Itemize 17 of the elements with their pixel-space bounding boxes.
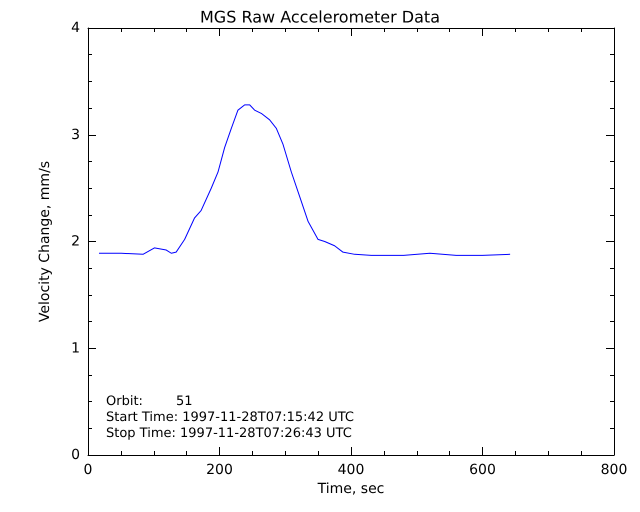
y-tick-label: 3 [71, 126, 80, 143]
x-tick-label: 0 [84, 462, 92, 478]
x-tick-label: 600 [469, 462, 496, 478]
x-tick-label: 800 [600, 462, 628, 478]
annotation: Orbit: 51 [106, 394, 193, 409]
y-axis-title: Velocity Change, mm/s [37, 160, 53, 322]
annotation: Start Time: 1997-11-28T07:15:42 UTC [106, 410, 354, 425]
x-tick-label: 400 [338, 462, 364, 478]
y-tick-label: 1 [71, 340, 80, 356]
y-tick-label: 4 [71, 20, 80, 36]
y-tick-label: 2 [71, 234, 80, 250]
x-tick-label: 200 [206, 462, 233, 478]
x-axis-title: Time, sec [316, 480, 384, 497]
chart-title: MGS Raw Accelerometer Data [200, 8, 440, 26]
line-series [98, 104, 511, 256]
annotation: Stop Time: 1997-11-28T07:26:43 UTC [106, 426, 352, 441]
y-tick-label: 0 [71, 447, 80, 463]
